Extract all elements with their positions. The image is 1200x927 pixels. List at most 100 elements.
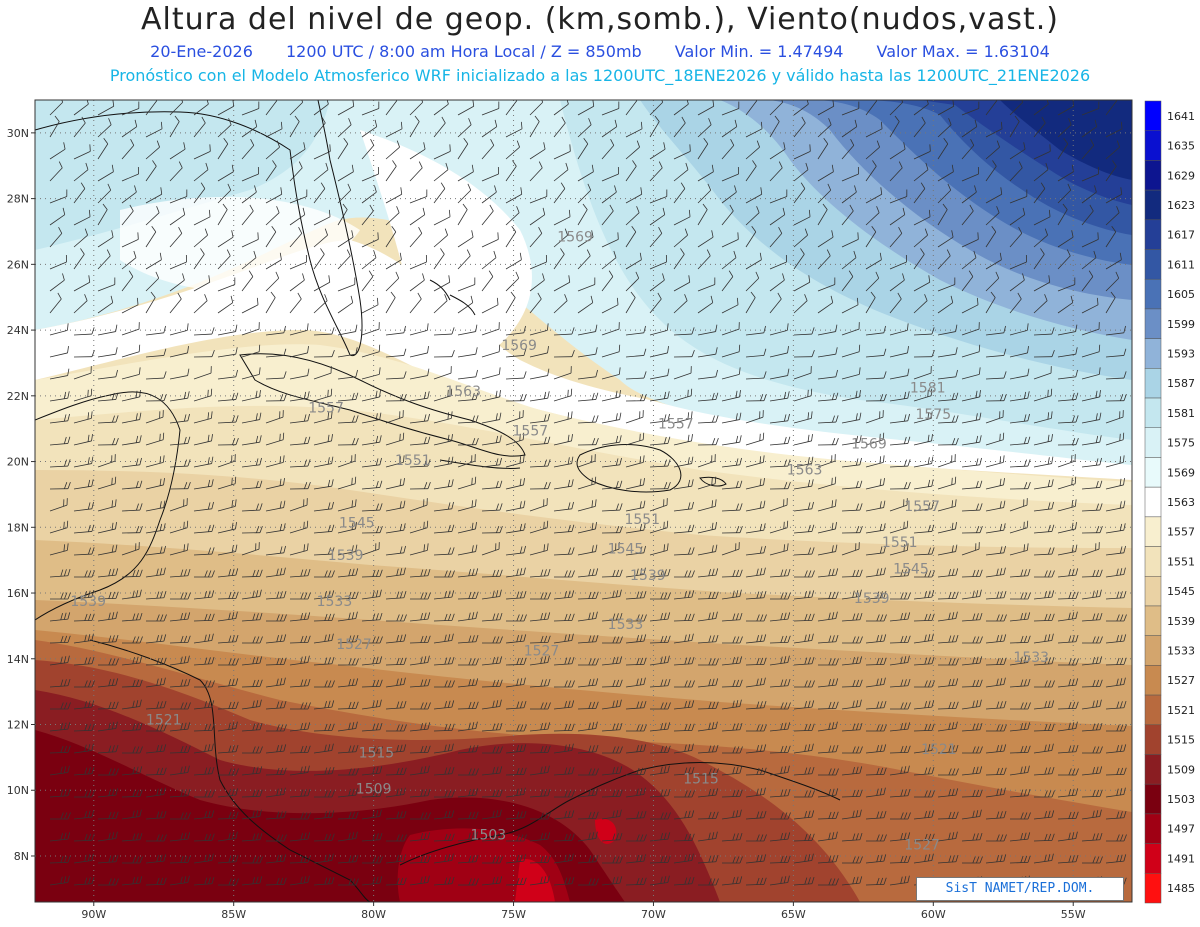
forecast-info: Pronóstico con el Modelo Atmosferico WRF…	[109, 66, 1091, 85]
contour-label: 1569	[501, 338, 537, 354]
contour-label: 1527	[524, 643, 560, 659]
lon-label: 65W	[781, 908, 806, 921]
contour-label: 1539	[854, 591, 890, 607]
colorbar: 1641 1635 1629 1623 1617 1611 1605 1599 1593 1587…	[1144, 100, 1195, 904]
colorbar-swatch	[1144, 576, 1162, 607]
contour-labels: 1569 1569 1563 1557 1557 1557 1551 1551 1545 1545…	[70, 229, 1049, 853]
lat-label: 22N	[7, 390, 29, 403]
contour-label: 1563	[787, 463, 823, 479]
contour-label: 1569	[851, 436, 887, 452]
value-min: Valor Min. = 1.47494	[674, 42, 844, 61]
shaded-field	[35, 100, 1132, 902]
lat-label: 14N	[7, 653, 29, 666]
contour-label: 1551	[395, 453, 431, 469]
colorbar-label: 1635	[1167, 140, 1195, 153]
colorbar-label: 1587	[1167, 377, 1195, 390]
latitude-labels: 30N 28N 26N 24N 22N 20N 18N 16N 14N 12N 10N 8N	[7, 127, 35, 863]
colorbar-swatch	[1144, 813, 1162, 844]
colorbar-label: 1605	[1167, 288, 1195, 301]
colorbar-label: 1545	[1167, 585, 1195, 598]
colorbar-label: 1551	[1167, 555, 1195, 568]
contour-label: 1539	[328, 548, 364, 564]
colorbar-label: 1557	[1167, 526, 1195, 539]
contour-label: 1509	[356, 782, 392, 798]
lon-label: 75W	[501, 908, 526, 921]
colorbar-swatch	[1144, 843, 1162, 874]
lon-label: 90W	[81, 908, 106, 921]
colorbar-label: 1521	[1167, 704, 1195, 717]
colorbar-swatch	[1144, 427, 1162, 458]
run-info: 20-Ene-2026 1200 UTC / 8:00 am Hora Loca…	[0, 42, 1200, 61]
colorbar-swatch	[1144, 635, 1162, 666]
contour-label: 1527	[904, 837, 940, 853]
contour-label: 1539	[70, 594, 106, 610]
valid-time: 1200 UTC / 8:00 am Hora Local / Z = 850m…	[285, 42, 642, 61]
colorbar-swatch	[1144, 486, 1162, 518]
longitude-labels: 90W 85W 80W 75W 70W 65W 60W 55W	[81, 902, 1086, 921]
lat-label: 8N	[14, 850, 29, 863]
contour-label: 1557	[513, 423, 549, 439]
colorbar-label: 1533	[1167, 645, 1195, 658]
colorbar-swatch	[1144, 457, 1162, 488]
contour-label: 1551	[882, 535, 918, 551]
colorbar-label: 1563	[1167, 496, 1195, 509]
lon-label: 80W	[361, 908, 386, 921]
colorbar-label: 1623	[1167, 199, 1195, 212]
map-frame	[34, 99, 1133, 903]
contour-label: 1545	[608, 542, 644, 558]
colorbar-swatch	[1144, 754, 1162, 785]
colorbar-swatch	[1144, 278, 1162, 310]
colorbar-swatch	[1144, 516, 1162, 547]
contour-label: 1539	[630, 568, 666, 584]
contour-label: 1557	[658, 417, 694, 433]
contour-label: 1503	[471, 828, 507, 844]
wind-barbs	[49, 100, 1127, 886]
lat-label: 28N	[7, 193, 29, 206]
lon-label: 60W	[921, 908, 946, 921]
colorbar-swatch	[1144, 160, 1162, 191]
valid-date: 20-Ene-2026	[150, 42, 253, 61]
colorbar-swatch	[1144, 546, 1162, 577]
colorbar-swatch	[1144, 189, 1162, 221]
colorbar-label: 1641	[1167, 110, 1195, 123]
colorbar-label: 1527	[1167, 674, 1195, 687]
lat-label: 12N	[7, 719, 29, 732]
contour-label: 1557	[904, 499, 940, 515]
colorbar-swatch	[1144, 308, 1162, 339]
colorbar-label: 1581	[1167, 407, 1195, 420]
lon-label: 70W	[641, 908, 666, 921]
contour-label: 1533	[1013, 650, 1049, 666]
contour-label: 1581	[910, 381, 946, 397]
colorbar-label: 1575	[1167, 437, 1195, 450]
colorbar-label: 1497	[1167, 823, 1195, 836]
colorbar-label: 1539	[1167, 615, 1195, 628]
contour-label: 1521	[921, 742, 957, 758]
colorbar-swatch	[1144, 724, 1162, 755]
contour-label: 1557	[308, 400, 344, 416]
colorbar-label: 1593	[1167, 347, 1195, 360]
colorbar-swatch	[1144, 783, 1162, 815]
colorbar-label: 1629	[1167, 169, 1195, 182]
colorbar-label: 1611	[1167, 258, 1195, 271]
colorbar-label: 1509	[1167, 763, 1195, 776]
contour-label: 1575	[915, 407, 951, 423]
colorbar-label: 1491	[1167, 852, 1195, 865]
colorbar-swatch	[1144, 219, 1162, 250]
colorbar-label: 1617	[1167, 229, 1195, 242]
contour-label: 1515	[683, 772, 719, 788]
colorbar-swatch	[1144, 249, 1162, 280]
lat-label: 26N	[7, 258, 29, 271]
contour-label: 1545	[339, 515, 375, 531]
lat-label: 30N	[7, 127, 29, 140]
contour-label: 1563	[445, 384, 481, 400]
contour-label: 1545	[893, 561, 929, 577]
lat-label: 24N	[7, 324, 29, 337]
colorbar-label: 1485	[1167, 882, 1195, 895]
colorbar-swatch	[1144, 338, 1162, 369]
colorbar-swatch	[1144, 694, 1162, 726]
colorbar-label: 1569	[1167, 466, 1195, 479]
contour-label: 1527	[336, 637, 372, 653]
colorbar-label: 1515	[1167, 734, 1195, 747]
colorbar-label: 1503	[1167, 793, 1195, 806]
